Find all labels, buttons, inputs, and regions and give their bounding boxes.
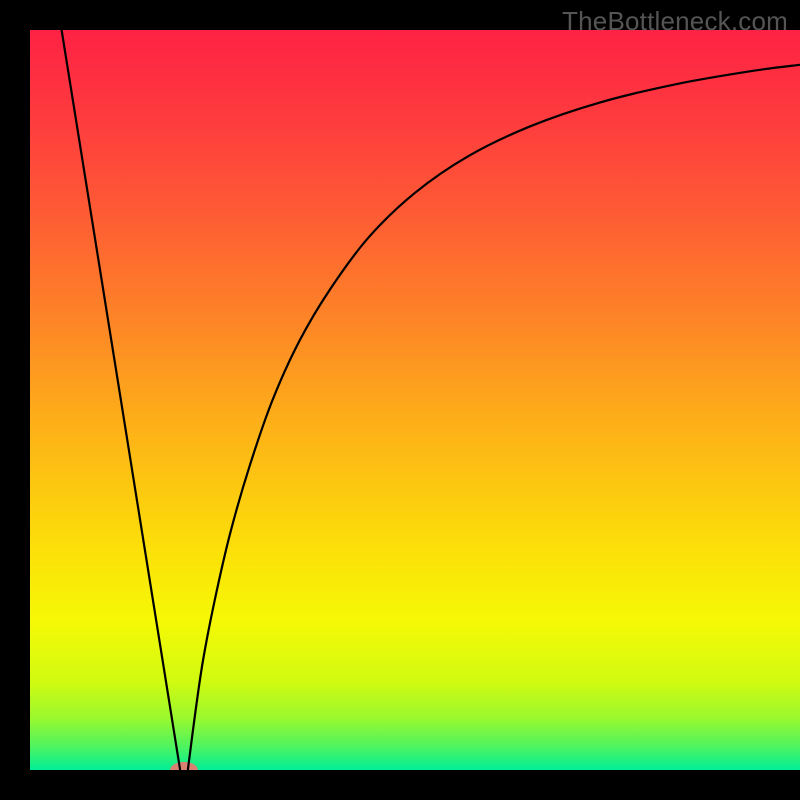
watermark-text: TheBottleneck.com: [562, 6, 788, 37]
chart-svg: [0, 0, 800, 800]
bottleneck-chart: TheBottleneck.com: [0, 0, 800, 800]
border-left: [0, 0, 30, 800]
border-bottom: [0, 770, 800, 800]
gradient-background: [30, 30, 800, 770]
